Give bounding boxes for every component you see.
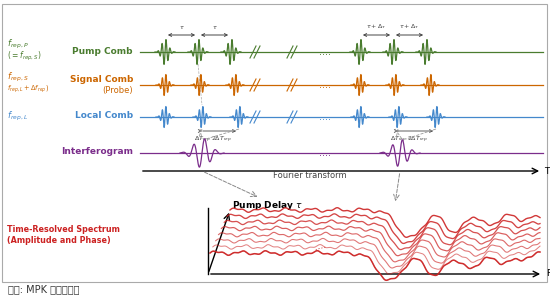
Text: $\tau+\Delta_\tau$: $\tau+\Delta_\tau$ xyxy=(399,22,420,31)
FancyBboxPatch shape xyxy=(2,4,547,282)
Text: ....: .... xyxy=(319,47,331,57)
Text: Local Comb: Local Comb xyxy=(75,112,133,121)
Text: $f_{rep,L}$: $f_{rep,L}$ xyxy=(7,110,28,122)
Text: $2\Delta T_{rep}$: $2\Delta T_{rep}$ xyxy=(211,135,232,145)
Text: $\tau+\Delta_\tau$: $\tau+\Delta_\tau$ xyxy=(366,22,387,31)
Text: $\tau$: $\tau$ xyxy=(179,24,184,31)
Text: $2\Delta T_{rep}$: $2\Delta T_{rep}$ xyxy=(407,135,428,145)
Text: Frequency: Frequency xyxy=(546,269,550,278)
Text: $\tau$: $\tau$ xyxy=(212,24,217,31)
Text: Time: Time xyxy=(544,167,550,176)
Text: $\Delta T_{rep}$: $\Delta T_{rep}$ xyxy=(390,135,407,145)
Text: $f_{rep,L}+\Delta f_{rep})$: $f_{rep,L}+\Delta f_{rep})$ xyxy=(7,83,49,95)
Text: Signal Comb: Signal Comb xyxy=(70,74,133,83)
Text: Interferogram: Interferogram xyxy=(61,148,133,157)
Text: Pump Delay $\tau$: Pump Delay $\tau$ xyxy=(232,200,303,212)
Text: ....: .... xyxy=(319,148,331,158)
Text: Pump Comb: Pump Comb xyxy=(73,46,133,56)
Text: $\Delta T_{rep}$: $\Delta T_{rep}$ xyxy=(194,135,212,145)
Text: $(= f_{rep,S})$: $(= f_{rep,S})$ xyxy=(7,50,42,63)
Text: Time-Resolved Spectrum
(Amplitude and Phase): Time-Resolved Spectrum (Amplitude and Ph… xyxy=(7,225,120,245)
Text: Fourier transform: Fourier transform xyxy=(273,170,347,179)
Text: ....: .... xyxy=(319,80,331,90)
Text: (Probe): (Probe) xyxy=(102,85,133,94)
Text: 자료: MPK 공동기획팀: 자료: MPK 공동기획팀 xyxy=(8,284,80,294)
Text: $f_{rep,P}$: $f_{rep,P}$ xyxy=(7,38,29,50)
Text: ....: .... xyxy=(313,240,327,252)
Text: $f_{rep,S}$: $f_{rep,S}$ xyxy=(7,70,29,83)
Text: ....: .... xyxy=(319,112,331,122)
